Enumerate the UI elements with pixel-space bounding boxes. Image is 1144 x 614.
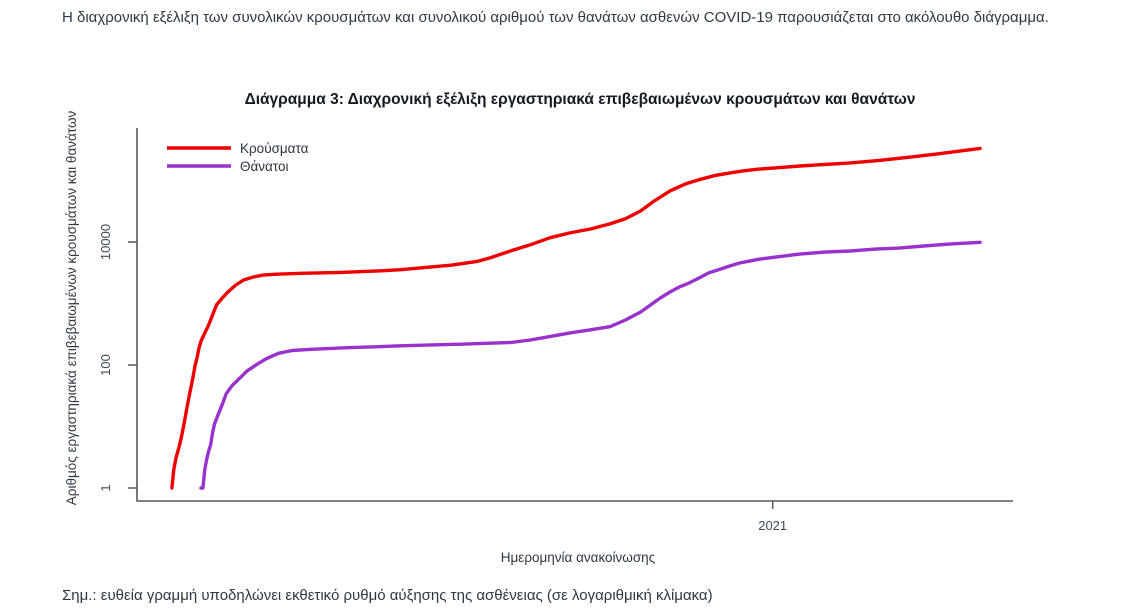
series-lines (170, 146, 982, 490)
x-tick-label: 2021 (758, 518, 787, 533)
figure-title: Διάγραμμα 3: Διαχρονική εξέλιξη εργαστηρ… (244, 91, 916, 108)
axis-ticks: 1 100 10000 2021 (98, 224, 787, 533)
y-tick-label: 100 (98, 354, 113, 376)
y-axis-label: Αριθμός εργαστηριακά επιβεβαιωμένων κρου… (64, 111, 79, 506)
legend-label-deaths: Θάνατοι (240, 159, 289, 174)
legend: Κρούσματα Θάνατοι (167, 141, 309, 174)
series-line-deaths (199, 240, 982, 490)
note-paragraph: Σημ.: ευθεία γραμμή υποδηλώνει εκθετικό … (62, 587, 713, 604)
legend-label-cases: Κρούσματα (240, 141, 309, 156)
intro-paragraph: Η διαχρονική εξέλιξη των συνολικών κρουσ… (62, 9, 1049, 26)
y-tick-label: 1 (98, 484, 113, 491)
y-tick-label: 10000 (98, 224, 113, 260)
x-axis-label: Ημερομηνία ανακοίνωσης (501, 550, 656, 565)
series-line-cases (170, 146, 982, 490)
